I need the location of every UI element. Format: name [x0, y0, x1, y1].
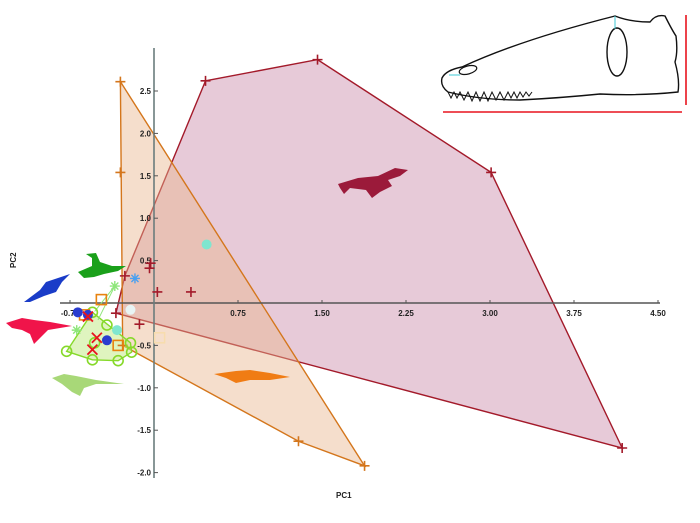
- crocodile-silhouette: [338, 168, 408, 198]
- data-point-star: [71, 325, 82, 336]
- data-point-asterisk: [129, 273, 140, 284]
- data-point-plus: [134, 319, 145, 330]
- data-point-plus: [200, 75, 211, 86]
- x-tick-label: 0.75: [230, 309, 246, 318]
- y-tick-label: -0.5: [137, 341, 151, 350]
- link-line: [94, 285, 116, 312]
- data-point-cross: [82, 310, 94, 323]
- x-tick-label: 2.25: [398, 309, 414, 318]
- x-axis-label: PC1: [336, 491, 352, 500]
- y-tick-label: 2.0: [140, 129, 152, 138]
- data-point-plus: [110, 308, 121, 319]
- y-axis-label: PC2: [9, 252, 18, 268]
- y-tick-label: 0.5: [140, 257, 152, 266]
- data-point-square-open: [95, 293, 108, 306]
- data-point-circle: [101, 335, 112, 346]
- x-tick-label: -0.75: [61, 309, 80, 318]
- x-tick-label: 4.50: [650, 309, 666, 318]
- data-point-plus: [119, 270, 130, 281]
- x-tick-label: 3.75: [566, 309, 582, 318]
- data-point-plus: [115, 76, 126, 87]
- data-point-plus: [486, 167, 497, 178]
- data-points: [60, 54, 628, 471]
- data-point-cross: [91, 332, 103, 344]
- skull-outline: [440, 14, 680, 101]
- data-point-circle-open: [101, 319, 113, 331]
- data-point-plus: [617, 443, 628, 454]
- y-tick-label: 1.0: [140, 214, 152, 223]
- plesiosaur-silhouette: [24, 274, 70, 302]
- theropod-red-silhouette: [6, 318, 72, 344]
- data-point-square-open: [153, 331, 166, 344]
- gharial-silhouette: [214, 370, 290, 383]
- skull-teeth: [447, 90, 533, 103]
- data-point-circle-open: [112, 354, 124, 367]
- nostril: [458, 64, 478, 76]
- data-point-plus: [293, 436, 304, 447]
- data-point-plus: [312, 54, 323, 65]
- data-point-plus: [145, 258, 156, 269]
- skull-inset: [440, 14, 687, 113]
- data-point-circle-open: [86, 354, 99, 366]
- data-point-circle: [125, 304, 136, 315]
- x-tick-label: 3.00: [482, 309, 498, 318]
- data-point-plus: [185, 286, 196, 297]
- data-point-circle: [72, 307, 83, 318]
- data-point-square-open: [112, 339, 124, 352]
- y-tick-label: -2.0: [137, 469, 151, 478]
- data-point-circle: [82, 309, 93, 320]
- data-point-circle-open: [125, 346, 138, 358]
- y-tick-label: 1.5: [140, 172, 152, 181]
- orbit: [606, 27, 628, 77]
- tick-labels: -0.75 0.75 1.50 2.25 3.00 3.75 4.50 2.5 2.0 1.5 1.…: [61, 87, 666, 478]
- data-point-circle: [112, 325, 123, 336]
- lizard-silhouette: [78, 253, 126, 278]
- y-tick-label: -1.0: [137, 384, 151, 393]
- data-point-plus: [359, 460, 370, 471]
- data-point-plus: [144, 263, 155, 274]
- data-point-plus: [152, 286, 163, 297]
- data-point-star: [109, 281, 120, 292]
- data-point-circle: [201, 239, 212, 250]
- data-point-plus: [115, 167, 126, 178]
- y-tick-label: 2.5: [140, 87, 152, 96]
- data-point-circle-open: [60, 345, 73, 358]
- data-point-cross: [86, 344, 99, 356]
- theropod-light-silhouette: [52, 374, 124, 396]
- y-tick-label: -1.5: [137, 426, 151, 435]
- x-tick-label: 1.50: [314, 309, 330, 318]
